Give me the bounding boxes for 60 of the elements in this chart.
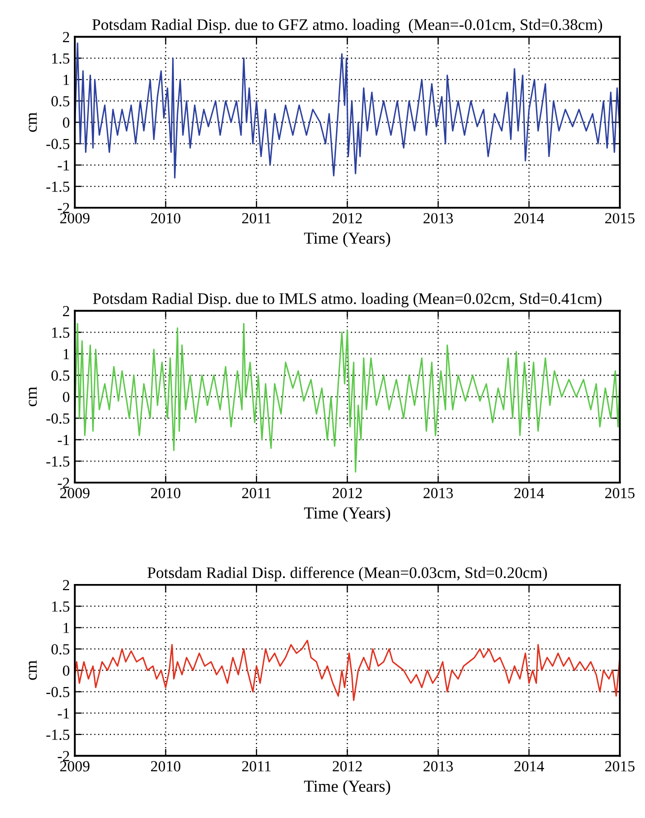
y-tick-label: 2 [62, 306, 70, 316]
x-tick-label: 2013 [424, 761, 453, 772]
x-tick-label: 2015 [605, 761, 635, 772]
y-tick-label: 1 [64, 622, 70, 633]
y-tick-label: 2 [62, 32, 70, 42]
y-tick-label: 0 [62, 117, 70, 128]
x-tick-label: 2009 [60, 761, 90, 772]
line-series [74, 323, 620, 473]
x-tick-label: 2010 [151, 761, 180, 772]
x-axis-title: Time (Years) [304, 780, 390, 796]
y-tick-label: -2 [58, 478, 70, 488]
chart-title: Potsdam Radial Disp. due to GFZ atmo. loading (Mean=-0.01cm, Std=0.38cm) [92, 18, 602, 34]
x-tick-label: 2013 [424, 488, 453, 498]
y-tick-label: -2 [58, 202, 70, 214]
y-tick-label: -1.5 [46, 182, 70, 192]
y-axis-title: cm [28, 112, 37, 132]
y-tick-label: 1.5 [52, 601, 70, 612]
x-tick-label: 2015 [605, 213, 635, 224]
x-axis-title: Time (Years) [304, 232, 390, 248]
y-tick-label: 1 [64, 349, 70, 360]
x-tick-label: 2011 [242, 761, 271, 772]
x-tick-label: 2010 [151, 213, 180, 224]
y-tick-label: 1.5 [52, 53, 70, 64]
y-tick-label: -2 [58, 751, 70, 762]
x-tick-label: 2012 [332, 761, 362, 772]
line-series [74, 42, 620, 179]
x-tick-label: 2015 [605, 488, 635, 498]
y-tick-label: -1 [58, 434, 70, 445]
y-axis-title: cm [28, 386, 37, 406]
y-tick-label: 0.5 [51, 370, 70, 381]
chart-title: Potsdam Radial Disp. difference (Mean=0.03cm, Std=0.20cm) [148, 566, 547, 582]
line-series [74, 640, 620, 701]
chart-title: Potsdam Radial Disp. due to IMLS atmo. loading (Mean=0.02cm, Std=0.41cm) [93, 292, 602, 308]
y-tick-label: 0 [62, 392, 70, 402]
y-tick-label: 0.5 [51, 96, 70, 106]
y-tick-label: 2 [62, 580, 70, 590]
x-tick-label: 2010 [151, 488, 180, 498]
y-tick-label: -1 [58, 160, 70, 170]
x-axis-title: Time (Years) [304, 506, 390, 522]
y-tick-label: 0 [62, 665, 70, 676]
y-tick-label: -1.5 [46, 730, 70, 740]
x-tick-label: 2013 [424, 213, 453, 224]
x-tick-label: 2011 [242, 213, 271, 224]
x-tick-label: 2011 [242, 488, 271, 498]
x-tick-label: 2014 [514, 213, 544, 224]
y-axis-title: cm [28, 660, 37, 680]
y-tick-label: 1.5 [52, 328, 70, 338]
y-tick-label: 1 [64, 74, 70, 85]
y-tick-label: -0.5 [46, 413, 70, 424]
x-tick-label: 2012 [332, 488, 362, 498]
x-tick-label: 2012 [332, 213, 362, 224]
y-tick-label: -0.5 [46, 686, 70, 698]
x-tick-label: 2009 [60, 488, 90, 498]
x-tick-label: 2009 [60, 213, 90, 224]
x-tick-label: 2014 [514, 488, 544, 498]
y-tick-label: 0.5 [51, 644, 70, 654]
y-tick-label: -1 [58, 708, 70, 718]
x-tick-label: 2014 [514, 761, 544, 772]
y-tick-label: -1.5 [46, 456, 70, 467]
y-tick-label: -0.5 [46, 138, 70, 150]
